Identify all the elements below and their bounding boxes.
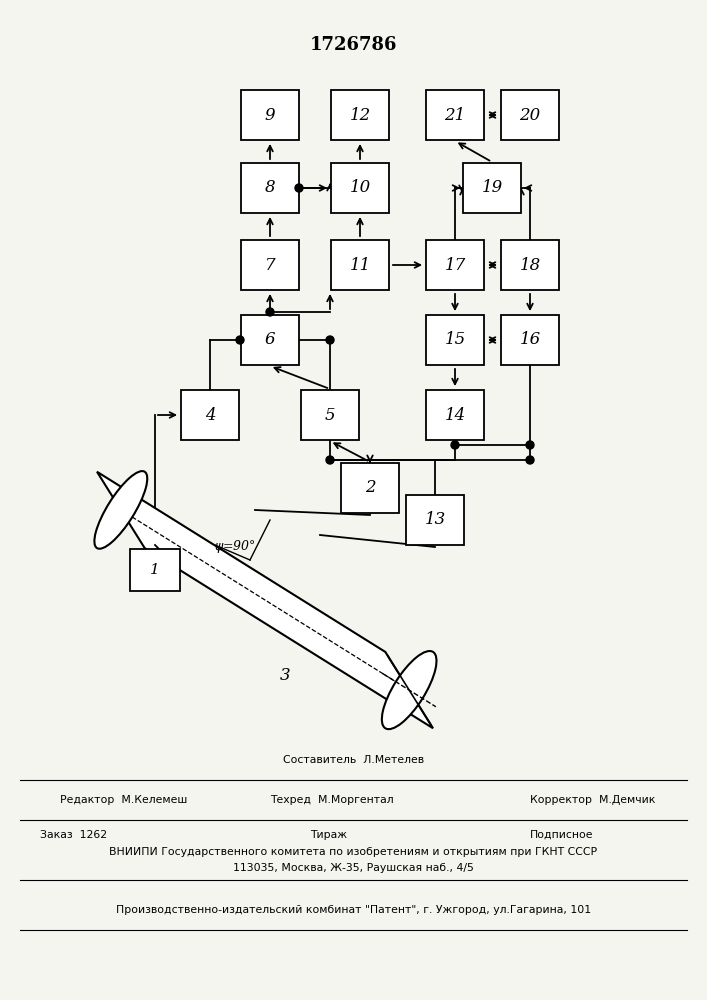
FancyBboxPatch shape	[426, 315, 484, 365]
Circle shape	[236, 336, 244, 344]
Ellipse shape	[94, 471, 147, 549]
FancyBboxPatch shape	[406, 495, 464, 545]
Circle shape	[295, 184, 303, 192]
Text: 13: 13	[424, 512, 445, 528]
Text: 6: 6	[264, 332, 275, 349]
Circle shape	[526, 456, 534, 464]
Text: 3: 3	[280, 667, 291, 684]
FancyBboxPatch shape	[501, 90, 559, 140]
Circle shape	[326, 456, 334, 464]
FancyBboxPatch shape	[181, 390, 239, 440]
Text: Корректор  М.Демчик: Корректор М.Демчик	[530, 795, 655, 805]
Text: Тираж: Тираж	[310, 830, 347, 840]
Text: 8: 8	[264, 180, 275, 196]
FancyBboxPatch shape	[501, 240, 559, 290]
Circle shape	[326, 336, 334, 344]
FancyBboxPatch shape	[501, 315, 559, 365]
Text: Производственно-издательский комбинат "Патент", г. Ужгород, ул.Гагарина, 101: Производственно-издательский комбинат "П…	[116, 905, 591, 915]
Circle shape	[266, 308, 274, 316]
FancyBboxPatch shape	[426, 90, 484, 140]
Text: Заказ  1262: Заказ 1262	[40, 830, 107, 840]
FancyBboxPatch shape	[426, 240, 484, 290]
Text: 1: 1	[150, 563, 160, 577]
FancyBboxPatch shape	[426, 390, 484, 440]
Text: 18: 18	[520, 256, 541, 273]
Text: $\psi$=90°: $\psi$=90°	[214, 538, 256, 555]
FancyBboxPatch shape	[331, 163, 389, 213]
Text: 7: 7	[264, 256, 275, 273]
FancyBboxPatch shape	[241, 90, 299, 140]
FancyBboxPatch shape	[331, 90, 389, 140]
Ellipse shape	[382, 651, 436, 729]
FancyBboxPatch shape	[241, 315, 299, 365]
Text: 12: 12	[349, 106, 370, 123]
Text: 20: 20	[520, 106, 541, 123]
Text: 10: 10	[349, 180, 370, 196]
Text: Составитель  Л.Метелев: Составитель Л.Метелев	[283, 755, 424, 765]
Circle shape	[451, 441, 459, 449]
FancyBboxPatch shape	[463, 163, 521, 213]
Text: 17: 17	[445, 256, 466, 273]
Text: 21: 21	[445, 106, 466, 123]
Text: 9: 9	[264, 106, 275, 123]
Text: 4: 4	[205, 406, 216, 424]
FancyBboxPatch shape	[301, 390, 359, 440]
Text: 11: 11	[349, 256, 370, 273]
Text: 14: 14	[445, 406, 466, 424]
Text: 19: 19	[481, 180, 503, 196]
Polygon shape	[97, 472, 433, 728]
Text: 1726786: 1726786	[310, 36, 397, 54]
Text: 5: 5	[325, 406, 335, 424]
Text: Техред  М.Моргентал: Техред М.Моргентал	[270, 795, 394, 805]
Text: 16: 16	[520, 332, 541, 349]
FancyBboxPatch shape	[241, 163, 299, 213]
FancyBboxPatch shape	[241, 240, 299, 290]
Text: ВНИИПИ Государственного комитета по изобретениям и открытиям при ГКНТ СССР: ВНИИПИ Государственного комитета по изоб…	[110, 847, 597, 857]
Text: Редактор  М.Келемеш: Редактор М.Келемеш	[60, 795, 187, 805]
Text: 113035, Москва, Ж-35, Раушская наб., 4/5: 113035, Москва, Ж-35, Раушская наб., 4/5	[233, 863, 474, 873]
Circle shape	[526, 441, 534, 449]
FancyBboxPatch shape	[341, 463, 399, 513]
Text: Подписное: Подписное	[530, 830, 593, 840]
FancyBboxPatch shape	[130, 549, 180, 591]
Text: 15: 15	[445, 332, 466, 349]
Text: 2: 2	[365, 480, 375, 496]
FancyBboxPatch shape	[331, 240, 389, 290]
